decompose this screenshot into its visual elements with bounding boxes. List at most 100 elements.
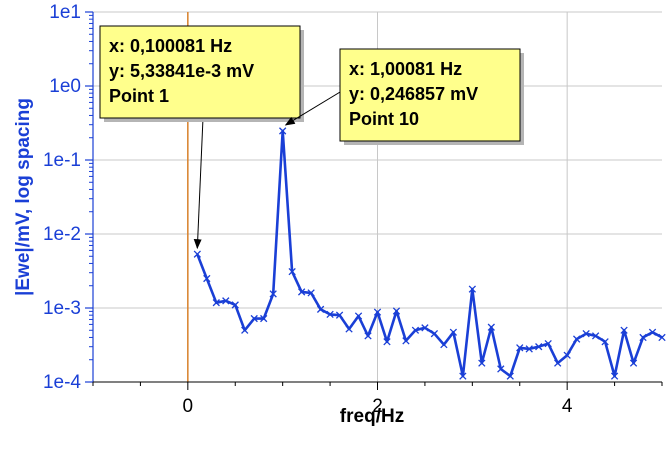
point-cross-stroke xyxy=(288,267,296,276)
tooltip-point-1: x: 0,100081 Hz y: 5,33841e-3 mV Point 1 xyxy=(99,25,304,122)
data-point xyxy=(203,274,211,283)
point-cross-stroke xyxy=(241,326,249,334)
data-point xyxy=(402,337,410,345)
tooltip-text: x: 1,00081 Hz xyxy=(349,59,462,79)
point-cross-stroke xyxy=(203,274,211,283)
point-cross-stroke xyxy=(497,365,505,373)
point-cross-stroke xyxy=(610,372,619,380)
point-cross-stroke xyxy=(591,332,600,340)
point-cross-stroke xyxy=(563,351,571,359)
point-cross-stroke xyxy=(449,328,458,336)
data-point xyxy=(516,344,524,352)
data-point xyxy=(620,326,628,334)
y-tick-label: 1e-2 xyxy=(43,224,81,245)
tooltip-box xyxy=(339,48,521,142)
data-point xyxy=(610,372,619,380)
y-tick-label: 1e-4 xyxy=(43,372,81,393)
point-cross-stroke xyxy=(421,324,429,332)
x-axis-ticks: 0 2 4 xyxy=(92,382,663,417)
point-cross-stroke xyxy=(354,312,363,320)
data-point xyxy=(279,127,287,135)
tooltip-text: Point 1 xyxy=(109,86,169,106)
point-cross-stroke xyxy=(297,288,306,296)
data-point xyxy=(250,314,258,323)
data-point xyxy=(468,285,476,293)
point-cross-stroke xyxy=(231,301,239,309)
point-cross-stroke xyxy=(620,326,628,334)
point-cross-stroke xyxy=(639,333,647,342)
data-point xyxy=(648,328,657,336)
point-cross-stroke xyxy=(572,335,581,343)
data-point xyxy=(241,326,249,334)
y-axis-ticks: 1e-4 1e-3 1e-2 1e-1 1e0 1e1 xyxy=(43,2,93,393)
point-cross-stroke xyxy=(440,340,448,349)
data-point xyxy=(544,339,552,348)
data-point xyxy=(430,330,439,338)
x-tick-label: 2 xyxy=(372,396,383,417)
tooltip-text: y: 0,246857 mV xyxy=(349,84,478,104)
data-point xyxy=(459,372,467,380)
point-cross-stroke xyxy=(544,339,552,348)
data-point xyxy=(212,299,220,307)
point-cross-stroke xyxy=(478,359,486,367)
data-point xyxy=(335,311,344,319)
point-cross-stroke xyxy=(373,308,382,316)
point-cross-stroke xyxy=(601,338,609,346)
data-point xyxy=(354,312,363,320)
data-point xyxy=(440,340,448,349)
data-point xyxy=(297,288,306,296)
point-cross-stroke xyxy=(629,359,638,367)
point-cross-stroke xyxy=(648,328,657,336)
point-cross-stroke xyxy=(506,372,514,380)
y-axis-title: |Ewe|/mV, log spacing xyxy=(13,98,34,296)
point-cross-stroke xyxy=(554,359,562,367)
data-point xyxy=(563,351,571,359)
data-point xyxy=(421,324,429,332)
point-cross-stroke xyxy=(193,250,201,258)
point-cross-stroke xyxy=(364,332,372,340)
point-cross-stroke xyxy=(326,310,334,319)
data-point xyxy=(345,325,353,333)
data-point xyxy=(364,332,372,340)
point-cross-stroke xyxy=(345,325,353,333)
tooltip-text: x: 0,100081 Hz xyxy=(109,36,232,56)
data-point xyxy=(582,330,590,338)
data-point xyxy=(326,310,334,319)
point-cross-stroke xyxy=(487,323,495,331)
point-cross-stroke xyxy=(222,297,230,305)
point-cross-stroke xyxy=(430,330,439,338)
data-point xyxy=(591,332,600,340)
data-point xyxy=(231,301,239,309)
point-cross-stroke xyxy=(658,333,666,342)
point-cross-stroke xyxy=(250,314,258,323)
y-tick-label: 1e-1 xyxy=(43,150,81,171)
point-cross-stroke xyxy=(468,285,476,293)
x-tick-label: 4 xyxy=(562,396,573,417)
data-point xyxy=(478,359,486,367)
point-cross-stroke xyxy=(525,345,533,353)
point-cross-stroke xyxy=(535,343,543,351)
tooltip-pointer xyxy=(193,117,204,250)
data-point xyxy=(307,289,315,297)
data-point xyxy=(288,267,296,276)
data-point xyxy=(572,335,581,343)
y-tick-label: 1e0 xyxy=(49,76,81,97)
data-point xyxy=(193,250,201,258)
data-point xyxy=(392,307,401,315)
point-cross-stroke xyxy=(335,311,344,319)
tooltip-text: y: 5,33841e-3 mV xyxy=(109,61,254,81)
point-cross-stroke xyxy=(260,314,268,323)
data-point xyxy=(487,323,495,331)
point-cross-stroke xyxy=(307,289,315,297)
data-point xyxy=(497,365,505,373)
data-point xyxy=(629,359,638,367)
point-cross-stroke xyxy=(411,326,420,334)
point-cross-stroke xyxy=(279,127,287,135)
data-point xyxy=(525,345,533,353)
tooltip-point-10: x: 1,00081 Hz y: 0,246857 mV Point 10 xyxy=(339,48,524,145)
point-cross-stroke xyxy=(582,330,590,338)
data-point xyxy=(639,333,647,342)
point-cross-stroke xyxy=(516,344,524,352)
